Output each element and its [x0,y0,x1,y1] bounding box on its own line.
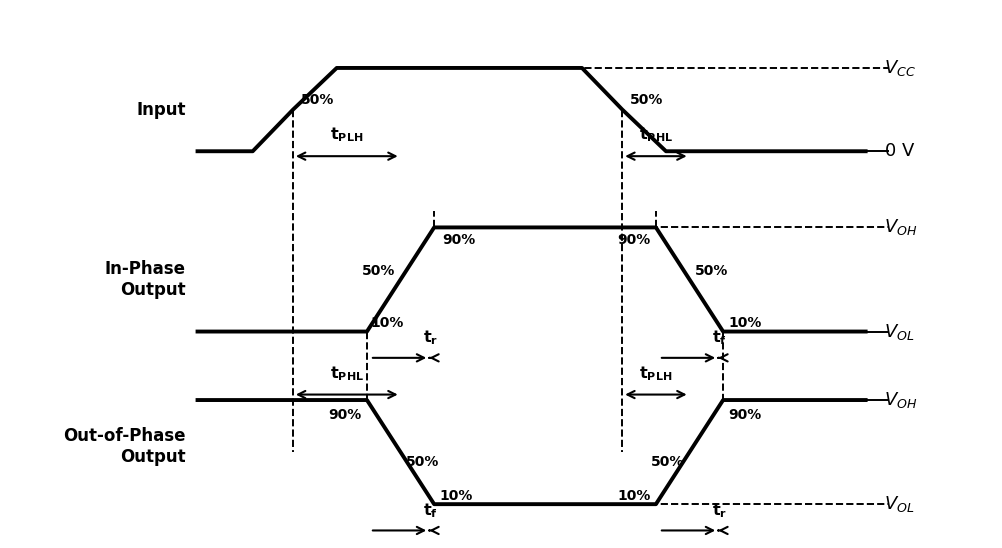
Text: $0\ \mathrm{V}$: $0\ \mathrm{V}$ [883,142,914,160]
Text: $\mathbf{t_f}$: $\mathbf{t_f}$ [711,328,726,347]
Text: 10%: 10% [439,488,472,503]
Text: $V_{OL}$: $V_{OL}$ [883,322,913,341]
Text: $\mathbf{t_{PHL}}$: $\mathbf{t_{PHL}}$ [330,364,364,383]
Text: Output: Output [120,281,185,299]
Text: $V_{CC}$: $V_{CC}$ [883,58,915,78]
Text: 90%: 90% [329,408,362,423]
Text: $\mathbf{t_r}$: $\mathbf{t_r}$ [711,501,726,520]
Text: Input: Input [136,101,185,118]
Text: $\mathbf{t_{PLH}}$: $\mathbf{t_{PLH}}$ [330,125,363,144]
Text: $V_{OH}$: $V_{OH}$ [883,390,916,410]
Text: 90%: 90% [617,233,650,247]
Text: 90%: 90% [727,408,761,423]
Text: 50%: 50% [693,264,727,278]
Text: 50%: 50% [362,264,395,278]
Text: 10%: 10% [370,316,403,330]
Text: 90%: 90% [442,233,475,247]
Text: $\mathbf{t_{PLH}}$: $\mathbf{t_{PLH}}$ [638,364,672,383]
Text: $V_{OH}$: $V_{OH}$ [883,218,916,237]
Text: $\mathbf{t_r}$: $\mathbf{t_r}$ [423,328,438,347]
Text: 50%: 50% [301,93,334,107]
Text: 50%: 50% [629,93,663,107]
Text: 10%: 10% [727,316,761,330]
Text: Output: Output [120,448,185,466]
Text: 50%: 50% [405,455,439,469]
Text: 10%: 10% [617,488,650,503]
Text: $V_{OL}$: $V_{OL}$ [883,494,913,514]
Text: 50%: 50% [650,455,683,469]
Text: In-Phase: In-Phase [104,260,185,278]
Text: Out-of-Phase: Out-of-Phase [63,427,185,446]
Text: $\mathbf{t_f}$: $\mathbf{t_f}$ [423,501,438,520]
Text: $\mathbf{t_{PHL}}$: $\mathbf{t_{PHL}}$ [638,125,672,144]
